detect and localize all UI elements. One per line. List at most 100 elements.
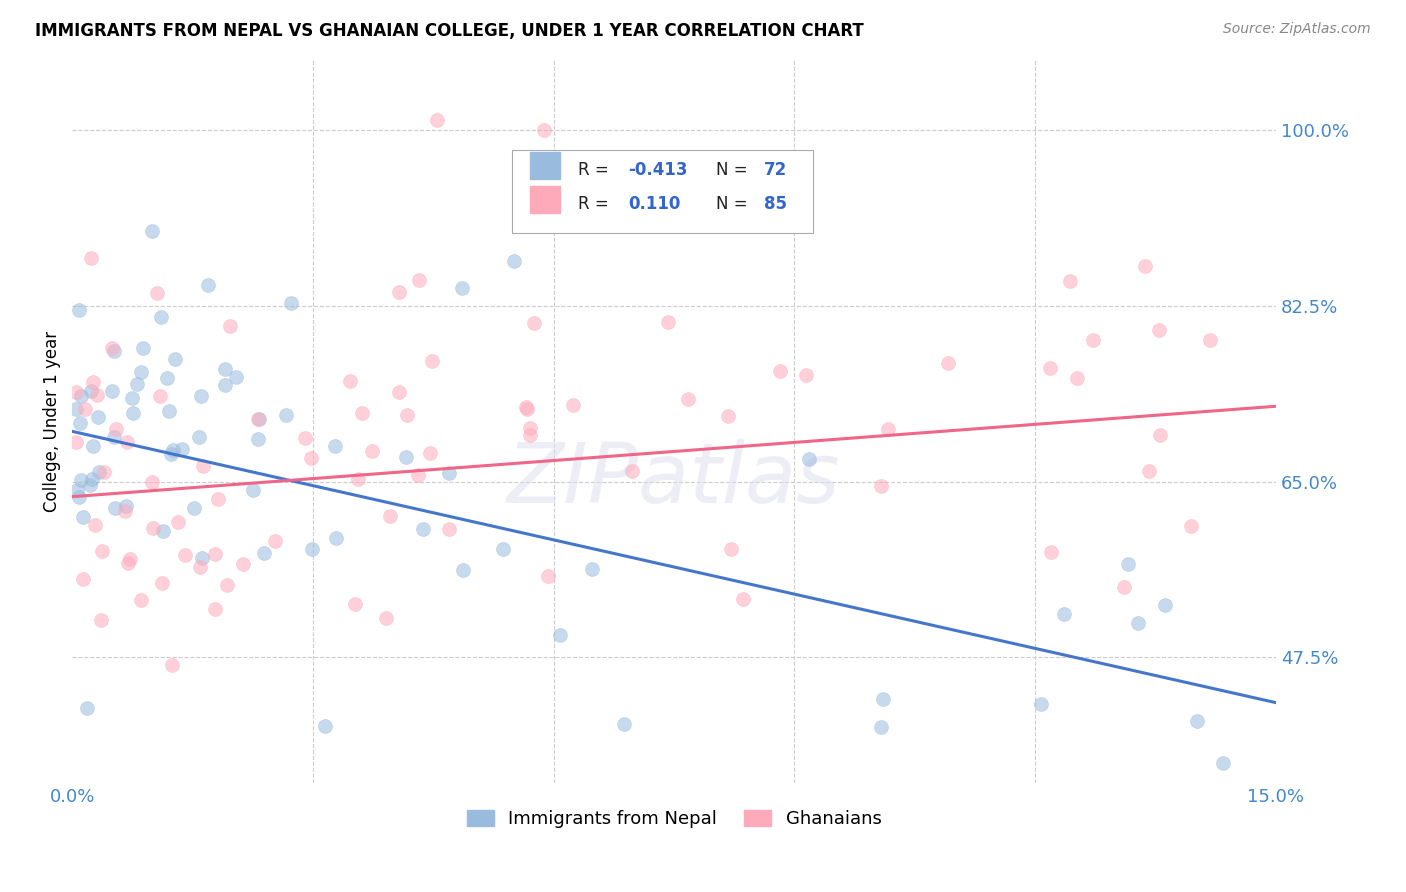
Text: Source: ZipAtlas.com: Source: ZipAtlas.com	[1223, 22, 1371, 37]
Point	[794, 368, 817, 382]
Point	[90, 543, 112, 558]
Point	[105, 422, 128, 436]
Point	[214, 378, 236, 392]
Point	[344, 597, 367, 611]
Point	[280, 295, 302, 310]
Point	[519, 427, 541, 442]
Point	[406, 467, 429, 482]
Point	[339, 374, 361, 388]
Point	[131, 365, 153, 379]
Point	[90, 614, 112, 628]
Text: N =: N =	[716, 195, 754, 213]
Point	[117, 556, 139, 570]
Point	[215, 577, 238, 591]
Point	[1116, 557, 1139, 571]
Point	[121, 391, 143, 405]
Point	[1133, 259, 1156, 273]
Point	[79, 478, 101, 492]
Text: -0.413: -0.413	[628, 161, 688, 179]
Point	[232, 557, 254, 571]
Point	[247, 432, 270, 446]
Point	[101, 341, 124, 355]
Point	[533, 123, 555, 137]
Point	[1180, 519, 1202, 533]
Point	[118, 552, 141, 566]
Point	[797, 452, 820, 467]
Point	[80, 472, 103, 486]
Point	[720, 541, 742, 556]
Text: R =: R =	[578, 161, 614, 179]
Point	[170, 442, 193, 457]
Point	[872, 692, 894, 706]
Point	[103, 429, 125, 443]
Point	[204, 601, 226, 615]
Text: IMMIGRANTS FROM NEPAL VS GHANAIAN COLLEGE, UNDER 1 YEAR CORRELATION CHART: IMMIGRANTS FROM NEPAL VS GHANAIAN COLLEG…	[35, 22, 863, 40]
Point	[142, 521, 165, 535]
Point	[548, 627, 571, 641]
Point	[301, 541, 323, 556]
Point	[876, 422, 898, 436]
Point	[83, 518, 105, 533]
Point	[395, 450, 418, 465]
Point	[67, 490, 90, 504]
Point	[75, 401, 97, 416]
Point	[717, 409, 740, 424]
Point	[870, 720, 893, 734]
Point	[149, 310, 172, 325]
Point	[103, 343, 125, 358]
Point	[72, 572, 94, 586]
Text: 85: 85	[765, 195, 787, 213]
Text: 72: 72	[765, 161, 787, 179]
Point	[69, 473, 91, 487]
Point	[114, 504, 136, 518]
Point	[1081, 334, 1104, 348]
Point	[1212, 756, 1234, 770]
Point	[419, 446, 441, 460]
Text: 0.110: 0.110	[628, 195, 681, 213]
Point	[141, 224, 163, 238]
Point	[66, 483, 89, 497]
Point	[174, 548, 197, 562]
Point	[87, 410, 110, 425]
Text: R =: R =	[578, 195, 619, 213]
Point	[86, 388, 108, 402]
Point	[453, 562, 475, 576]
Y-axis label: College, Under 1 year: College, Under 1 year	[44, 331, 60, 512]
Text: ZIPatlas: ZIPatlas	[508, 439, 841, 520]
Point	[676, 392, 699, 406]
Point	[87, 465, 110, 479]
Point	[613, 717, 636, 731]
Point	[420, 353, 443, 368]
Point	[197, 277, 219, 292]
Point	[122, 407, 145, 421]
Point	[69, 417, 91, 431]
Point	[191, 459, 214, 474]
Point	[204, 547, 226, 561]
Point	[225, 370, 247, 384]
Point	[207, 492, 229, 507]
Point	[101, 384, 124, 399]
Point	[581, 562, 603, 576]
Point	[190, 389, 212, 403]
Point	[1147, 323, 1170, 337]
Point	[165, 352, 187, 367]
Point	[519, 421, 541, 435]
Point	[451, 281, 474, 295]
Bar	[530, 153, 560, 179]
Point	[1029, 697, 1052, 711]
Point	[247, 412, 270, 426]
Point	[620, 464, 643, 478]
Point	[149, 389, 172, 403]
Point	[65, 384, 87, 399]
Point	[523, 316, 546, 330]
Point	[253, 546, 276, 560]
Point	[352, 406, 374, 420]
Point	[294, 431, 316, 445]
Point	[1187, 714, 1209, 728]
Point	[936, 356, 959, 370]
Point	[219, 318, 242, 333]
Point	[388, 285, 411, 299]
Point	[502, 253, 524, 268]
Point	[561, 398, 583, 412]
Point	[412, 522, 434, 536]
